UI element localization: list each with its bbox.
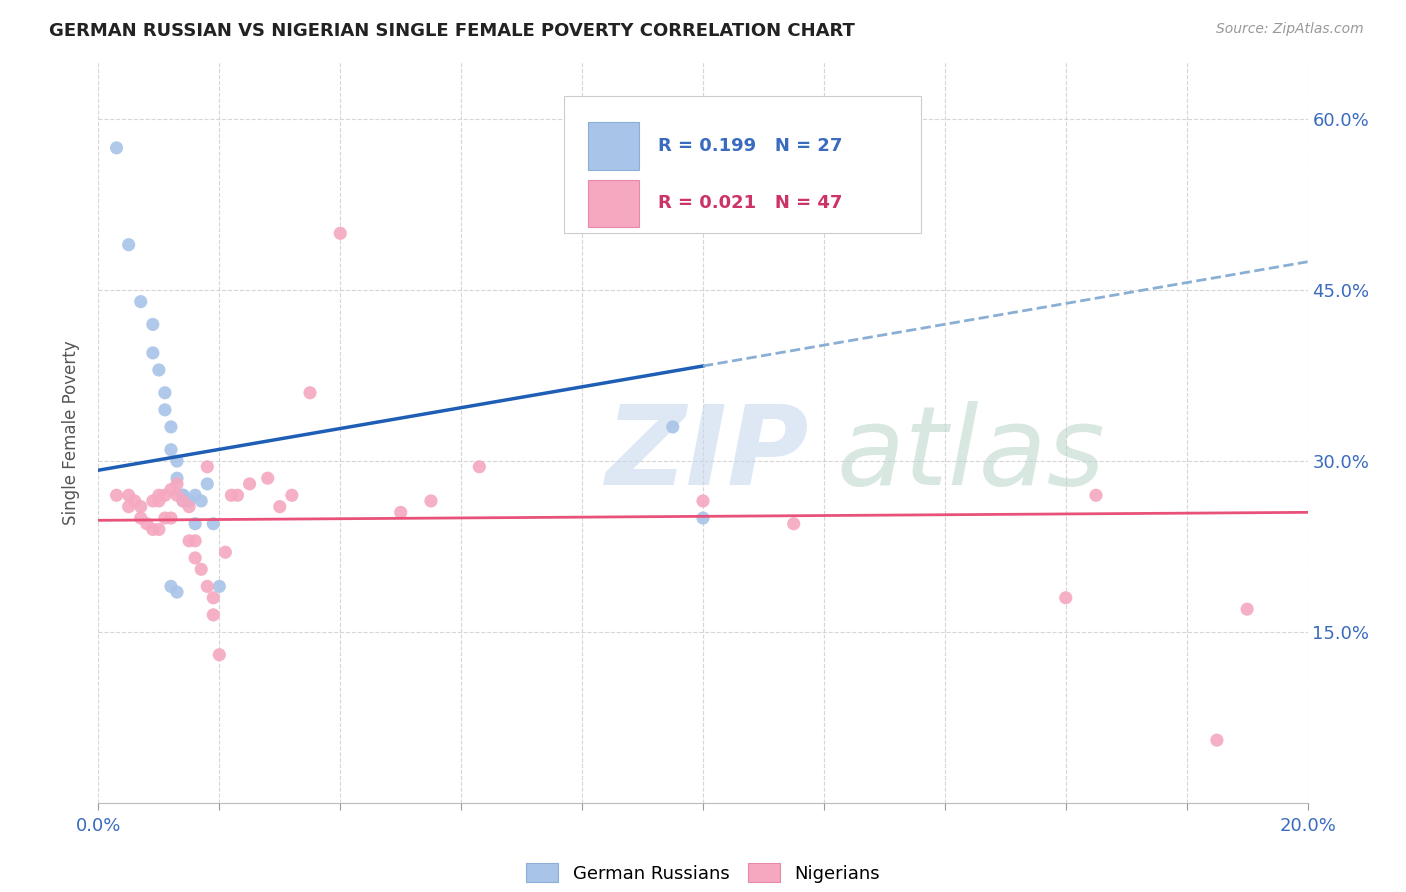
Point	[166, 454, 188, 468]
Point	[190, 562, 212, 576]
Point	[160, 511, 183, 525]
Text: R = 0.199   N = 27: R = 0.199 N = 27	[658, 136, 842, 155]
Text: GERMAN RUSSIAN VS NIGERIAN SINGLE FEMALE POVERTY CORRELATION CHART: GERMAN RUSSIAN VS NIGERIAN SINGLE FEMALE…	[49, 22, 855, 40]
Point	[142, 494, 165, 508]
Point	[329, 227, 352, 241]
Point	[468, 459, 491, 474]
Point	[692, 511, 714, 525]
Point	[124, 494, 146, 508]
Point	[118, 500, 141, 514]
Point	[135, 516, 157, 531]
Point	[105, 141, 128, 155]
Point	[148, 494, 170, 508]
Point	[195, 476, 218, 491]
Point	[160, 442, 183, 457]
Point	[179, 500, 201, 514]
Point	[160, 420, 183, 434]
Point	[202, 516, 225, 531]
Point	[160, 579, 183, 593]
Point	[148, 523, 170, 537]
Point	[256, 471, 278, 485]
Point	[281, 488, 304, 502]
Point	[239, 476, 262, 491]
Point	[202, 607, 225, 622]
Point	[166, 471, 188, 485]
Point	[118, 488, 141, 502]
Point	[172, 488, 194, 502]
FancyBboxPatch shape	[588, 122, 638, 169]
Point	[226, 488, 249, 502]
Point	[184, 488, 207, 502]
Point	[184, 516, 207, 531]
Point	[118, 237, 141, 252]
Point	[142, 318, 165, 332]
Point	[202, 591, 225, 605]
Point	[153, 402, 176, 417]
Point	[214, 545, 236, 559]
Point	[129, 294, 152, 309]
Point	[172, 488, 194, 502]
Point	[129, 500, 152, 514]
Point	[179, 494, 201, 508]
Point	[1054, 591, 1077, 605]
Point	[184, 533, 207, 548]
Point	[1236, 602, 1258, 616]
Point	[299, 385, 322, 400]
Point	[105, 488, 128, 502]
Point	[166, 585, 188, 599]
Point	[179, 494, 201, 508]
Point	[148, 363, 170, 377]
Point	[160, 483, 183, 497]
Point	[190, 494, 212, 508]
FancyBboxPatch shape	[564, 95, 921, 233]
Point	[389, 505, 412, 519]
Text: atlas: atlas	[837, 401, 1105, 508]
Point	[195, 579, 218, 593]
Text: Source: ZipAtlas.com: Source: ZipAtlas.com	[1216, 22, 1364, 37]
Point	[172, 494, 194, 508]
Point	[184, 550, 207, 565]
Point	[142, 346, 165, 360]
Point	[692, 494, 714, 508]
Point	[166, 488, 188, 502]
Text: R = 0.021   N = 47: R = 0.021 N = 47	[658, 194, 842, 212]
Point	[129, 511, 152, 525]
Point	[1206, 733, 1229, 747]
Point	[208, 648, 231, 662]
Text: ZIP: ZIP	[606, 401, 810, 508]
Point	[221, 488, 243, 502]
Point	[1085, 488, 1108, 502]
Point	[661, 420, 683, 434]
Point	[166, 476, 188, 491]
FancyBboxPatch shape	[588, 179, 638, 227]
Point	[783, 516, 806, 531]
Point	[195, 459, 218, 474]
Point	[172, 494, 194, 508]
Y-axis label: Single Female Poverty: Single Female Poverty	[62, 341, 80, 524]
Point	[153, 488, 176, 502]
Point	[208, 579, 231, 593]
Legend: German Russians, Nigerians: German Russians, Nigerians	[519, 856, 887, 890]
Point	[153, 385, 176, 400]
Point	[148, 488, 170, 502]
Point	[269, 500, 291, 514]
Point	[142, 523, 165, 537]
Point	[420, 494, 443, 508]
Point	[153, 511, 176, 525]
Point	[179, 533, 201, 548]
